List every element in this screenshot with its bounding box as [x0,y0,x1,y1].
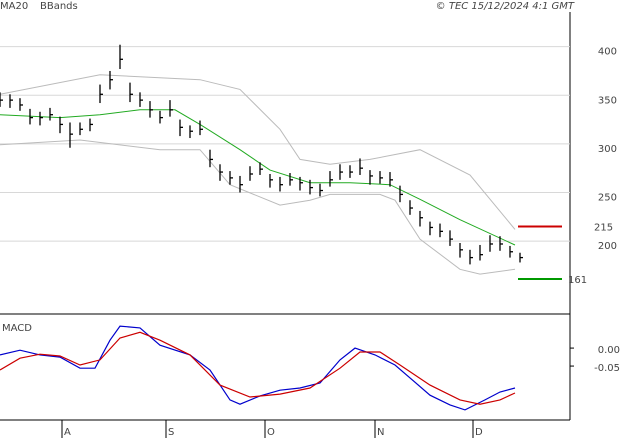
macd-line [0,331,516,405]
y-tick-label: 200 [598,241,617,252]
legend-bbands: BBands [40,1,78,12]
x-tick-label: D [475,427,483,438]
level-label: 161 [568,275,587,286]
y-tick-label: 0.00 [598,345,620,356]
y-tick-label: 350 [598,95,617,106]
y-tick-label: 300 [598,144,617,155]
bband-upper [0,74,516,230]
macd-title: MACD [2,323,32,334]
y-tick-label: -0.05 [594,363,620,374]
y-tick-label: 250 [598,192,617,203]
x-tick-label: S [168,427,174,438]
legend-ma: MA20 [0,1,28,12]
chart-title: © TEC 15/12/2024 4:1 GMT [436,1,575,12]
y-tick-label: 400 [598,47,617,58]
level-label: 215 [594,222,613,233]
bband-lower [0,139,516,275]
x-tick-label: N [377,427,384,438]
ma-line [0,109,516,246]
x-tick-label: A [64,427,71,438]
x-tick-label: O [267,427,275,438]
